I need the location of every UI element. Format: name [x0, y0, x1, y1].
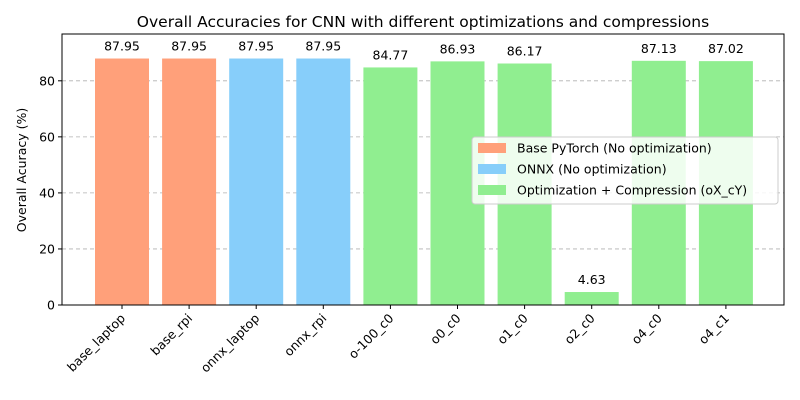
y-tick-label: 20 — [39, 241, 55, 256]
x-tick-label: o2_c0 — [561, 310, 598, 347]
x-tick-label: o1_c0 — [494, 310, 531, 347]
y-tick-label: 60 — [39, 129, 55, 144]
legend-swatch — [478, 143, 506, 153]
x-tick-label: base_laptop — [64, 310, 128, 374]
data-label: 87.95 — [305, 39, 341, 54]
legend: Base PyTorch (No optimization) ONNX (No o… — [471, 136, 779, 205]
x-tick-label: o4_c1 — [695, 311, 732, 348]
data-label: 86.17 — [507, 44, 543, 59]
bar-onnx_rpi — [296, 58, 351, 306]
data-label: 87.13 — [641, 41, 677, 56]
x-tick-label: onnx_laptop — [197, 310, 262, 375]
x-tick-label: base_rpi — [147, 311, 195, 359]
x-tick-label: o-100_c0 — [345, 310, 396, 361]
x-tick-label: o0_c0 — [427, 310, 464, 347]
y-tick-label: 0 — [47, 298, 55, 313]
data-label: 87.95 — [171, 39, 207, 54]
data-label: 87.95 — [104, 39, 140, 54]
bar-o-100_c0 — [363, 67, 418, 305]
legend-label: Optimization + Compression (oX_cY) — [517, 183, 747, 198]
plot-frame — [61, 33, 785, 306]
legend-swatch — [478, 185, 506, 195]
y-axis: 0 20 40 60 80 — [39, 73, 62, 313]
bar-o2_c0 — [564, 292, 619, 305]
data-label: 87.02 — [708, 41, 744, 56]
y-axis-label: Overall Acuracy (%) — [14, 108, 29, 232]
data-label: 86.93 — [440, 41, 476, 56]
bar-base_rpi — [162, 58, 217, 306]
data-label: 87.95 — [238, 39, 274, 54]
x-tick-label: onnx_rpi — [281, 311, 330, 360]
y-tick-label: 40 — [39, 185, 55, 200]
legend-swatch — [478, 164, 506, 174]
data-label: 84.77 — [373, 47, 409, 62]
legend-label: ONNX (No optimization) — [517, 162, 667, 177]
bar-onnx_laptop — [229, 58, 284, 306]
y-tick-label: 80 — [39, 73, 55, 88]
legend-label: Base PyTorch (No optimization) — [517, 141, 712, 156]
x-axis: base_laptop base_rpi onnx_laptop onnx_rpi o-… — [64, 305, 732, 375]
data-label: 4.63 — [578, 272, 606, 287]
bar-base_laptop — [95, 58, 149, 306]
chart-title: Overall Accuracies for CNN with differen… — [137, 13, 709, 31]
x-tick-label: o4_c0 — [628, 310, 665, 347]
legend-box — [471, 136, 779, 205]
data-labels: 87.95 87.95 87.95 87.95 84.77 86.93 86.17 4.63 8… — [104, 39, 744, 288]
